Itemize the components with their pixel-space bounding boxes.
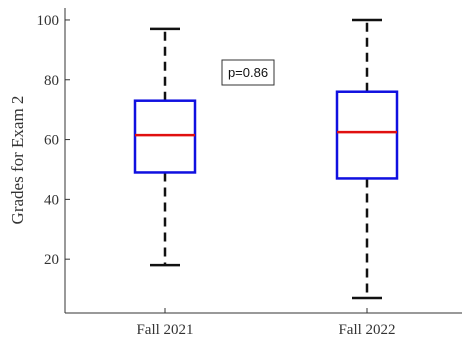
p-value-annotation: p=0.86 (221, 59, 275, 86)
x-category-labels: Fall 2021 Fall 2022 (136, 308, 396, 338)
annotation-box (221, 59, 275, 86)
x-category-label: Fall 2021 (136, 322, 193, 338)
y-tick-label: 20 (44, 252, 59, 268)
y-tick-label: 60 (44, 133, 59, 149)
box-2 (335, 18, 399, 300)
iqr-box (133, 99, 197, 174)
y-tick-label: 80 (44, 73, 59, 89)
y-axis-label: Grades for Exam 2 (8, 96, 27, 225)
boxes (133, 18, 399, 300)
x-category-label: Fall 2022 (338, 322, 395, 338)
box-1 (133, 27, 197, 267)
y-tick-label: 100 (37, 13, 60, 29)
iqr-box (335, 90, 399, 180)
annotation-text: p=0.86 (228, 65, 268, 80)
y-ticks: 20 40 60 80 100 (37, 13, 70, 268)
y-tick-label: 40 (44, 192, 59, 208)
